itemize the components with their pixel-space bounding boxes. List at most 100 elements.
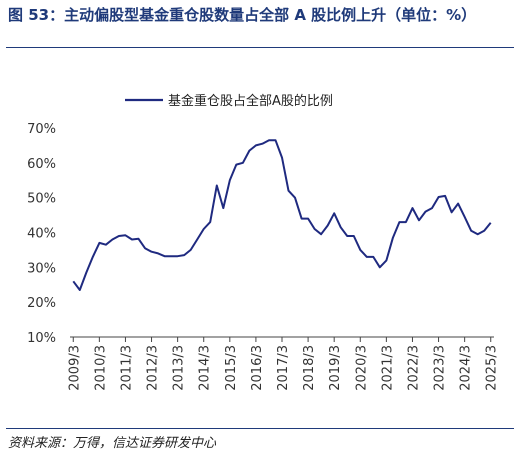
- data-point: [333, 212, 335, 214]
- y-tick-label: 30%: [27, 261, 56, 276]
- x-tick-label: 2017/3: [276, 345, 291, 391]
- x-tick-label: 2014/3: [198, 345, 213, 391]
- x-tick-label: 2015/3: [224, 345, 239, 391]
- data-point: [457, 203, 459, 205]
- data-point: [144, 247, 146, 249]
- x-tick-label: 2020/3: [354, 345, 369, 391]
- y-axis-ticks: 10% 20% 30% 40% 50% 60% 70%: [27, 122, 56, 346]
- data-point: [405, 221, 407, 223]
- y-tick-label: 10%: [27, 331, 56, 346]
- x-tick-label: 2025/3: [485, 345, 500, 391]
- x-tick-label: 2013/3: [172, 345, 187, 391]
- data-point: [170, 255, 172, 257]
- data-point: [79, 289, 81, 291]
- data-point: [98, 242, 100, 244]
- data-point: [372, 256, 374, 258]
- data-point: [288, 190, 290, 192]
- x-axis-ticks: 2009/3 2010/3 2011/3 2012/3 2013/3 2014/3 2015…: [67, 337, 500, 391]
- x-tick-label: 2022/3: [406, 345, 421, 391]
- data-point: [314, 228, 316, 230]
- data-point: [477, 233, 479, 235]
- data-point: [229, 179, 231, 181]
- x-tick-label: 2019/3: [328, 345, 343, 391]
- data-point: [268, 139, 270, 141]
- data-point: [222, 207, 224, 209]
- series-line: [72, 139, 492, 291]
- data-point: [124, 234, 126, 236]
- data-point: [425, 211, 427, 213]
- data-point: [118, 235, 120, 237]
- series-group: [72, 139, 492, 291]
- data-point: [346, 235, 348, 237]
- data-point: [431, 207, 433, 209]
- data-point: [464, 216, 466, 218]
- x-tick-label: 2009/3: [67, 345, 82, 391]
- data-point: [209, 221, 211, 223]
- data-point: [105, 244, 107, 246]
- x-tick-label: 2018/3: [302, 345, 317, 391]
- title-divider: [6, 47, 514, 48]
- y-tick-label: 60%: [27, 157, 56, 172]
- x-tick-label: 2012/3: [146, 345, 161, 391]
- y-tick-label: 70%: [27, 122, 56, 137]
- y-tick-label: 50%: [27, 192, 56, 207]
- data-point: [216, 185, 218, 187]
- line-chart: 基金重仓股占全部A股的比例 10% 20% 30% 40% 50% 60% 70% 2009…: [27, 93, 500, 391]
- data-point: [483, 230, 485, 232]
- data-point: [248, 150, 250, 152]
- data-point: [320, 233, 322, 235]
- data-point: [177, 255, 179, 257]
- figure-title: 图 53：主动偏股型基金重仓股数量占全部 A 股比例上升（单位：%）: [8, 6, 477, 24]
- data-point: [307, 218, 309, 220]
- data-point: [183, 254, 185, 256]
- data-point: [385, 259, 387, 261]
- data-point: [92, 256, 94, 258]
- data-point: [196, 239, 198, 241]
- data-point: [412, 207, 414, 209]
- data-point: [490, 222, 492, 224]
- data-point: [444, 195, 446, 197]
- data-point: [190, 249, 192, 251]
- data-point: [164, 255, 166, 257]
- data-point: [85, 272, 87, 274]
- x-tick-label: 2016/3: [250, 345, 265, 391]
- data-point: [275, 139, 277, 141]
- data-point: [255, 144, 257, 146]
- x-tick-label: 2021/3: [380, 345, 395, 391]
- data-point: [451, 211, 453, 213]
- data-point: [359, 249, 361, 251]
- data-point: [398, 221, 400, 223]
- data-point: [203, 228, 205, 230]
- data-point: [242, 162, 244, 164]
- data-point: [470, 230, 472, 232]
- x-tick-label: 2011/3: [119, 345, 134, 391]
- data-point: [418, 219, 420, 221]
- data-point: [261, 143, 263, 145]
- data-point: [138, 238, 140, 240]
- data-point: [353, 235, 355, 237]
- data-point: [379, 266, 381, 268]
- data-point: [131, 239, 133, 241]
- data-point: [392, 237, 394, 239]
- data-point: [438, 196, 440, 198]
- source-note: 资料来源：万得，信达证券研发中心: [8, 436, 217, 451]
- y-tick-label: 40%: [27, 227, 56, 242]
- data-point: [366, 256, 368, 258]
- data-point: [72, 280, 74, 282]
- data-point: [294, 197, 296, 199]
- data-point: [301, 218, 303, 220]
- data-point: [151, 251, 153, 253]
- x-tick-label: 2024/3: [459, 345, 474, 391]
- x-tick-label: 2023/3: [433, 345, 448, 391]
- y-tick-label: 20%: [27, 296, 56, 311]
- legend: 基金重仓股占全部A股的比例: [125, 93, 333, 109]
- data-point: [327, 225, 329, 227]
- data-point: [111, 239, 113, 241]
- data-point: [157, 252, 159, 254]
- legend-label: 基金重仓股占全部A股的比例: [168, 93, 333, 109]
- source-divider: [6, 428, 514, 429]
- data-point: [235, 164, 237, 166]
- data-point: [340, 226, 342, 228]
- x-tick-label: 2010/3: [93, 345, 108, 391]
- data-point: [281, 157, 283, 159]
